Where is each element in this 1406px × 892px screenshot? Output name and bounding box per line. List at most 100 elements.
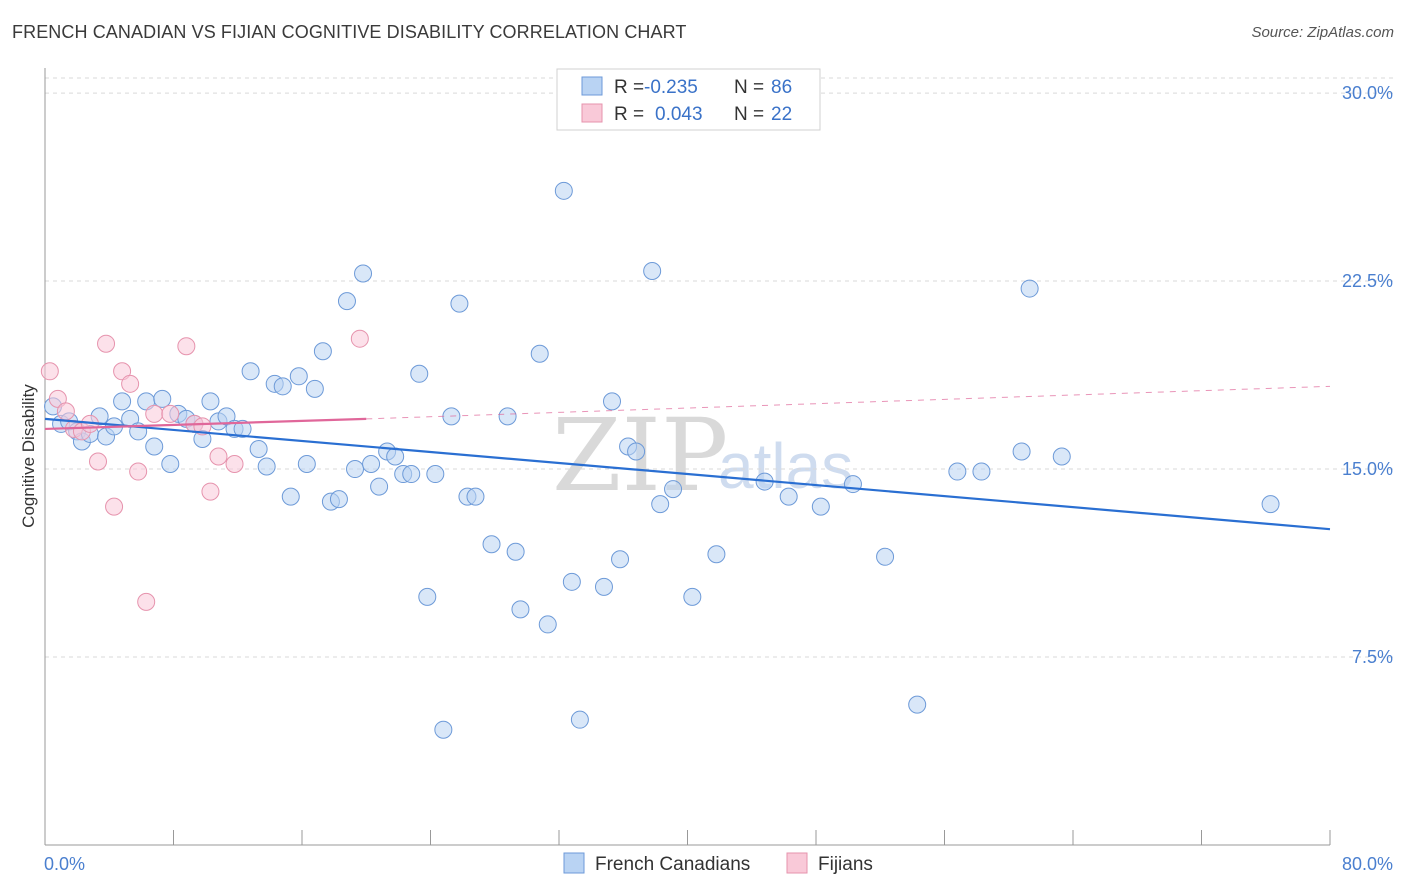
bottom-legend-label-fijians: Fijians — [818, 854, 873, 875]
point-french-canadians — [876, 547, 895, 566]
point-french-canadians — [843, 475, 862, 494]
point-french-canadians — [779, 487, 798, 506]
point-french-canadians — [161, 455, 180, 474]
point-fijians — [177, 337, 196, 356]
legend-n-label-2: N = — [734, 104, 764, 125]
correlation-legend: R = -0.235 N = 86 R = 0.043 N = 22 — [556, 68, 821, 131]
point-french-canadians — [313, 342, 332, 361]
x-ticks — [44, 830, 1331, 845]
point-fijians — [129, 462, 148, 481]
legend-r-value-1: -0.235 — [644, 77, 698, 98]
legend-swatch-blue — [581, 76, 603, 96]
point-french-canadians — [241, 362, 260, 381]
point-french-canadians — [1012, 442, 1031, 461]
point-fijians — [56, 402, 75, 421]
point-french-canadians — [511, 600, 530, 619]
point-french-canadians — [297, 455, 316, 474]
point-french-canadians — [811, 497, 830, 516]
point-french-canadians — [201, 392, 220, 411]
x-tick-label-max: 80.0% — [1342, 854, 1393, 874]
legend-n-value-1: 86 — [771, 77, 792, 98]
point-french-canadians — [418, 587, 437, 606]
point-fijians — [225, 455, 244, 474]
point-french-canadians — [611, 550, 630, 569]
point-fijians — [161, 404, 180, 423]
point-french-canadians — [233, 419, 252, 438]
point-french-canadians — [506, 542, 525, 561]
legend-n-label-1: N = — [734, 77, 764, 98]
point-fijians — [201, 482, 220, 501]
point-french-canadians — [707, 545, 726, 564]
y-tick-labels: 7.5% 15.0% 22.5% 30.0% — [1342, 83, 1393, 667]
point-french-canadians — [402, 465, 421, 484]
point-french-canadians — [651, 495, 670, 514]
point-french-canadians — [337, 292, 356, 311]
point-french-canadians — [249, 439, 268, 458]
point-french-canadians — [450, 294, 469, 313]
point-french-canadians — [370, 477, 389, 496]
point-french-canadians — [948, 462, 967, 481]
y-tick-label: 30.0% — [1342, 83, 1393, 103]
point-french-canadians — [627, 442, 646, 461]
y-tick-label: 22.5% — [1342, 271, 1393, 291]
point-french-canadians — [643, 262, 662, 281]
point-french-canadians — [329, 490, 348, 509]
point-french-canadians — [530, 344, 549, 363]
point-french-canadians — [281, 487, 300, 506]
legend-r-label-2: R = — [614, 104, 644, 125]
x-tick-label-min: 0.0% — [44, 854, 85, 874]
series-fijians — [40, 329, 369, 611]
point-fijians — [105, 497, 124, 516]
point-french-canadians — [683, 587, 702, 606]
point-french-canadians — [1020, 279, 1039, 298]
point-french-canadians — [346, 460, 365, 479]
legend-r-label-1: R = — [614, 77, 644, 98]
point-french-canadians — [289, 367, 308, 386]
point-french-canadians — [603, 392, 622, 411]
point-french-canadians — [482, 535, 501, 554]
y-tick-label: 15.0% — [1342, 459, 1393, 479]
legend-n-value-2: 22 — [771, 104, 792, 125]
y-axis-title: Cognitive Disability — [19, 384, 38, 528]
point-french-canadians — [1261, 495, 1280, 514]
point-french-canadians — [972, 462, 991, 481]
point-french-canadians — [908, 695, 927, 714]
point-fijians — [145, 404, 164, 423]
point-fijians — [193, 417, 212, 436]
point-fijians — [350, 329, 369, 348]
point-french-canadians — [354, 264, 373, 283]
point-fijians — [121, 374, 140, 393]
point-french-canadians — [498, 407, 517, 426]
point-french-canadians — [594, 577, 613, 596]
point-french-canadians — [257, 457, 276, 476]
point-fijians — [209, 447, 228, 466]
chart-title: FRENCH CANADIAN VS FIJIAN COGNITIVE DISA… — [12, 22, 687, 42]
point-french-canadians — [426, 465, 445, 484]
point-french-canadians — [410, 364, 429, 383]
point-french-canadians — [664, 480, 683, 499]
bottom-legend-label-french-canadians: French Canadians — [595, 854, 750, 875]
source-credit: Source: ZipAtlas.com — [1251, 24, 1394, 41]
point-french-canadians — [145, 437, 164, 456]
point-french-canadians — [113, 392, 132, 411]
point-french-canadians — [153, 389, 172, 408]
trend-lines — [44, 385, 1331, 531]
bottom-legend-swatch-blue — [563, 852, 585, 874]
trend-line-fijians — [44, 417, 367, 431]
point-french-canadians — [305, 379, 324, 398]
point-fijians — [97, 334, 116, 353]
point-french-canadians — [538, 615, 557, 634]
point-french-canadians — [570, 710, 589, 729]
trend-line-fijians-extension — [366, 385, 1331, 420]
point-fijians — [89, 452, 108, 471]
y-tick-label: 7.5% — [1352, 647, 1393, 667]
point-french-canadians — [362, 455, 381, 474]
point-french-canadians — [1052, 447, 1071, 466]
point-french-canadians — [434, 720, 453, 739]
point-french-canadians — [554, 181, 573, 200]
bottom-legend-swatch-pink — [786, 852, 808, 874]
trend-line-french-canadians — [44, 417, 1331, 531]
point-fijians — [137, 592, 156, 611]
series-legend: French Canadians Fijians — [563, 852, 873, 875]
